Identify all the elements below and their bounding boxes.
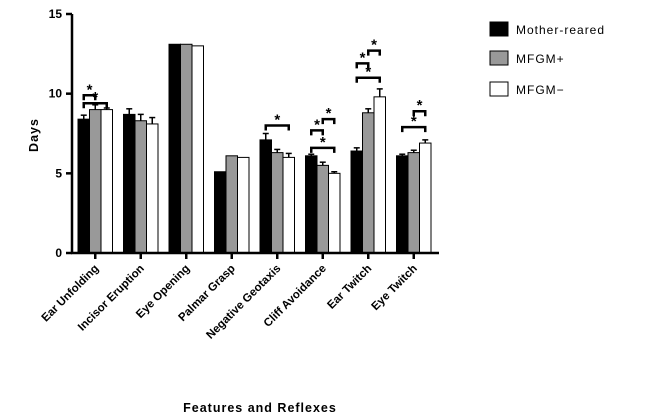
significance-bracket xyxy=(310,146,336,153)
bar-0-6 xyxy=(350,150,363,254)
significance-star: * xyxy=(87,81,93,98)
significance-bracket xyxy=(264,124,290,131)
y-tick-label: 10 xyxy=(49,87,63,101)
significance-star: * xyxy=(371,37,377,54)
y-tick-label: 15 xyxy=(49,7,63,21)
bar-1-4 xyxy=(271,152,284,254)
legend-swatch xyxy=(489,81,509,97)
bar-0-1 xyxy=(123,113,136,254)
significance-bracket xyxy=(355,62,370,69)
bar-2-3 xyxy=(237,156,250,254)
bar-0-2 xyxy=(168,43,181,254)
legend-swatch xyxy=(489,50,509,66)
bar-1-0 xyxy=(89,109,102,254)
significance-bracket xyxy=(401,125,427,133)
bar-2-4 xyxy=(282,156,295,254)
significance-bracket xyxy=(355,76,381,83)
bar-1-7 xyxy=(407,152,420,254)
bar-0-0 xyxy=(77,118,90,254)
bar-0-3 xyxy=(214,171,227,254)
significance-star: * xyxy=(314,116,320,133)
legend-label: MFGM+ xyxy=(516,52,565,66)
bar-0-5 xyxy=(305,155,318,254)
bar-2-2 xyxy=(191,45,204,254)
significance-star: * xyxy=(274,112,280,129)
error-bars xyxy=(80,88,429,174)
legend-label: MFGM− xyxy=(516,83,565,97)
y-axis-title: Days xyxy=(27,118,41,152)
significance-bracket xyxy=(321,117,336,125)
legend-label: Mother-reared xyxy=(516,23,605,37)
bar-2-7 xyxy=(419,142,432,254)
category-label: Ear Twitch xyxy=(325,263,374,312)
x-axis-title: Features and Reflexes xyxy=(183,401,337,415)
bars xyxy=(77,43,432,254)
significance-star: * xyxy=(326,105,332,122)
bar-2-5 xyxy=(328,172,341,254)
significance-star: * xyxy=(365,64,371,81)
significance-star: * xyxy=(411,113,417,130)
y-tick-label: 0 xyxy=(55,246,62,260)
bar-0-4 xyxy=(259,139,272,254)
bar-2-1 xyxy=(146,123,159,254)
bar-1-2 xyxy=(180,43,193,254)
bar-2-0 xyxy=(100,109,113,254)
significance-bracket xyxy=(82,101,108,109)
bar-1-3 xyxy=(225,155,238,254)
bar-0-7 xyxy=(396,155,409,254)
bar-2-6 xyxy=(373,96,386,254)
bar-1-6 xyxy=(362,112,375,254)
significance-star: * xyxy=(92,89,98,106)
significance-bracket xyxy=(367,49,381,56)
significance-bracket xyxy=(310,129,324,136)
significance-bracket xyxy=(412,109,427,117)
bar-1-1 xyxy=(134,120,147,254)
legend: Mother-reared MFGM+ MFGM− xyxy=(489,21,605,97)
bar-1-5 xyxy=(316,164,329,254)
y-tick-label: 5 xyxy=(55,166,62,180)
significance-star: * xyxy=(360,49,366,66)
significance-bracket xyxy=(82,94,97,101)
significance-brackets: * ** ******** xyxy=(82,37,427,153)
legend-swatch xyxy=(489,21,509,37)
y-axis: 0 5 10 15 xyxy=(49,7,74,260)
significance-star: * xyxy=(320,134,326,151)
category-label: Eye Twitch xyxy=(370,263,420,313)
significance-star: * xyxy=(417,97,423,114)
